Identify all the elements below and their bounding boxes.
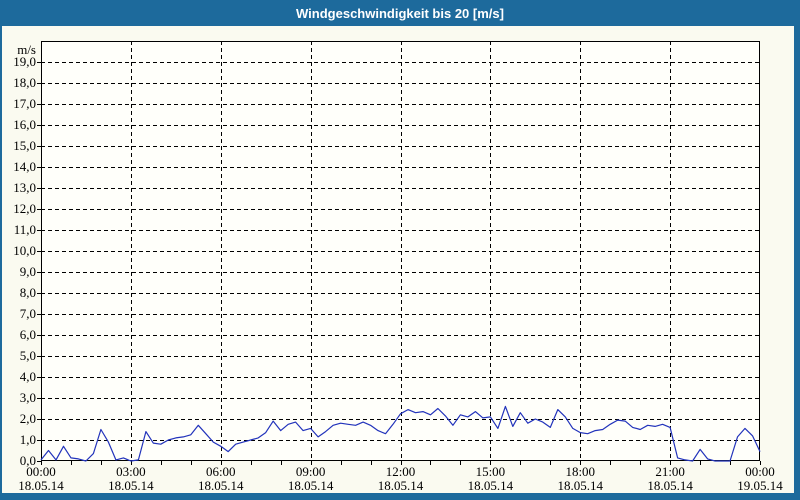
x-tick-time-label: 00:00 xyxy=(745,464,775,479)
y-tick-label: 17,0 xyxy=(13,96,36,111)
y-tick-label: 2,0 xyxy=(20,411,36,426)
y-tick-label: 19,0 xyxy=(13,54,36,69)
y-tick-label: 4,0 xyxy=(20,369,36,384)
y-tick-label: 8,0 xyxy=(20,285,36,300)
y-tick-label: 12,0 xyxy=(13,201,36,216)
y-tick-label: 5,0 xyxy=(20,348,36,363)
x-tick-time-label: 15:00 xyxy=(476,464,506,479)
x-tick-time-label: 00:00 xyxy=(26,464,56,479)
x-tick-time-label: 21:00 xyxy=(655,464,685,479)
x-tick-date-label: 18.05.14 xyxy=(378,478,424,493)
y-tick-label: 6,0 xyxy=(20,327,36,342)
y-tick-label: 15,0 xyxy=(13,138,36,153)
x-tick-time-label: 03:00 xyxy=(116,464,146,479)
x-tick-date-label: 18.05.14 xyxy=(468,478,514,493)
x-tick-date-label: 18.05.14 xyxy=(288,478,334,493)
x-tick-time-label: 09:00 xyxy=(296,464,326,479)
x-tick-date-label: 18.05.14 xyxy=(558,478,604,493)
y-tick-label: 0,0 xyxy=(20,453,36,468)
y-tick-label: 9,0 xyxy=(20,264,36,279)
window-border-left xyxy=(0,0,2,500)
x-tick-time-label: 06:00 xyxy=(206,464,236,479)
y-tick-label: 18,0 xyxy=(13,75,36,90)
x-tick-date-label: 19.05.14 xyxy=(737,478,783,493)
x-tick-date-label: 18.05.14 xyxy=(647,478,693,493)
x-tick-date-label: 18.05.14 xyxy=(18,478,64,493)
y-tick-label: 1,0 xyxy=(20,432,36,447)
title-bar: Windgeschwindigkeit bis 20 [m/s] xyxy=(0,0,800,26)
y-tick-label: 7,0 xyxy=(20,306,36,321)
y-tick-label: 13,0 xyxy=(13,180,36,195)
x-tick-date-label: 18.05.14 xyxy=(108,478,154,493)
x-tick-time-label: 18:00 xyxy=(565,464,595,479)
chart-title: Windgeschwindigkeit bis 20 [m/s] xyxy=(296,5,504,21)
y-tick-label: 3,0 xyxy=(20,390,36,405)
y-tick-label: 11,0 xyxy=(14,222,36,237)
wind-speed-line xyxy=(40,405,761,462)
plot-border xyxy=(41,41,760,461)
x-tick-date-label: 18.05.14 xyxy=(198,478,244,493)
y-tick-label: 14,0 xyxy=(13,159,36,174)
bottom-bar xyxy=(0,493,800,500)
y-tick-label: 16,0 xyxy=(13,117,36,132)
window-border-right xyxy=(794,0,800,500)
y-tick-label: 10,0 xyxy=(13,243,36,258)
y-axis-unit-label: m/s xyxy=(17,42,36,57)
x-tick-time-label: 12:00 xyxy=(386,464,416,479)
